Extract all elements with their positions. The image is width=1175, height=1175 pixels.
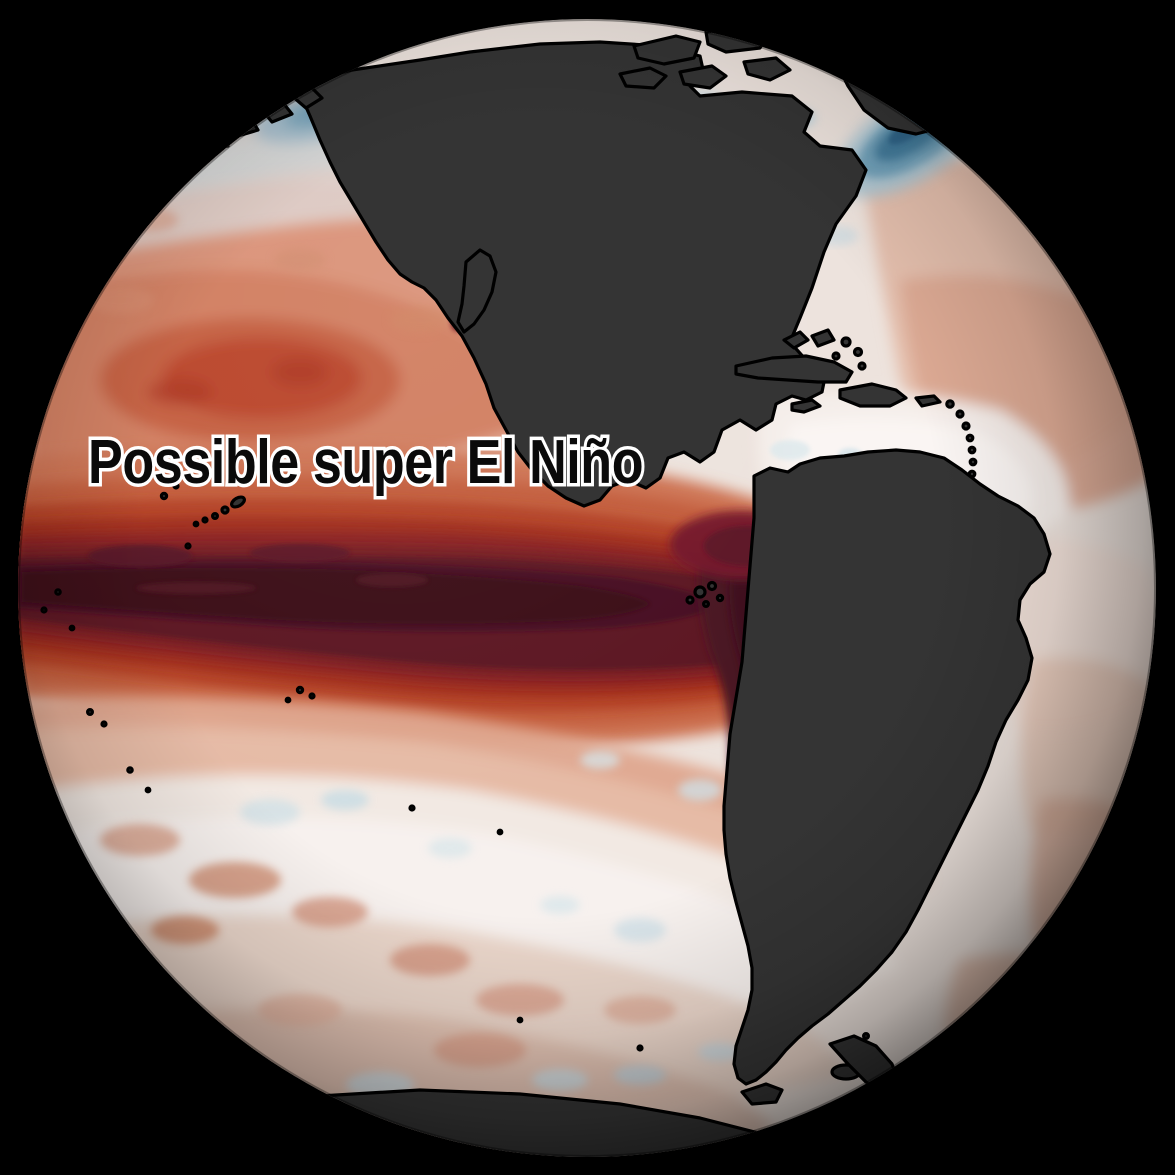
globe-edge — [18, 19, 1156, 1157]
limb-darkening-overlay — [18, 19, 1156, 1157]
land-south-georgia — [1032, 1092, 1048, 1108]
